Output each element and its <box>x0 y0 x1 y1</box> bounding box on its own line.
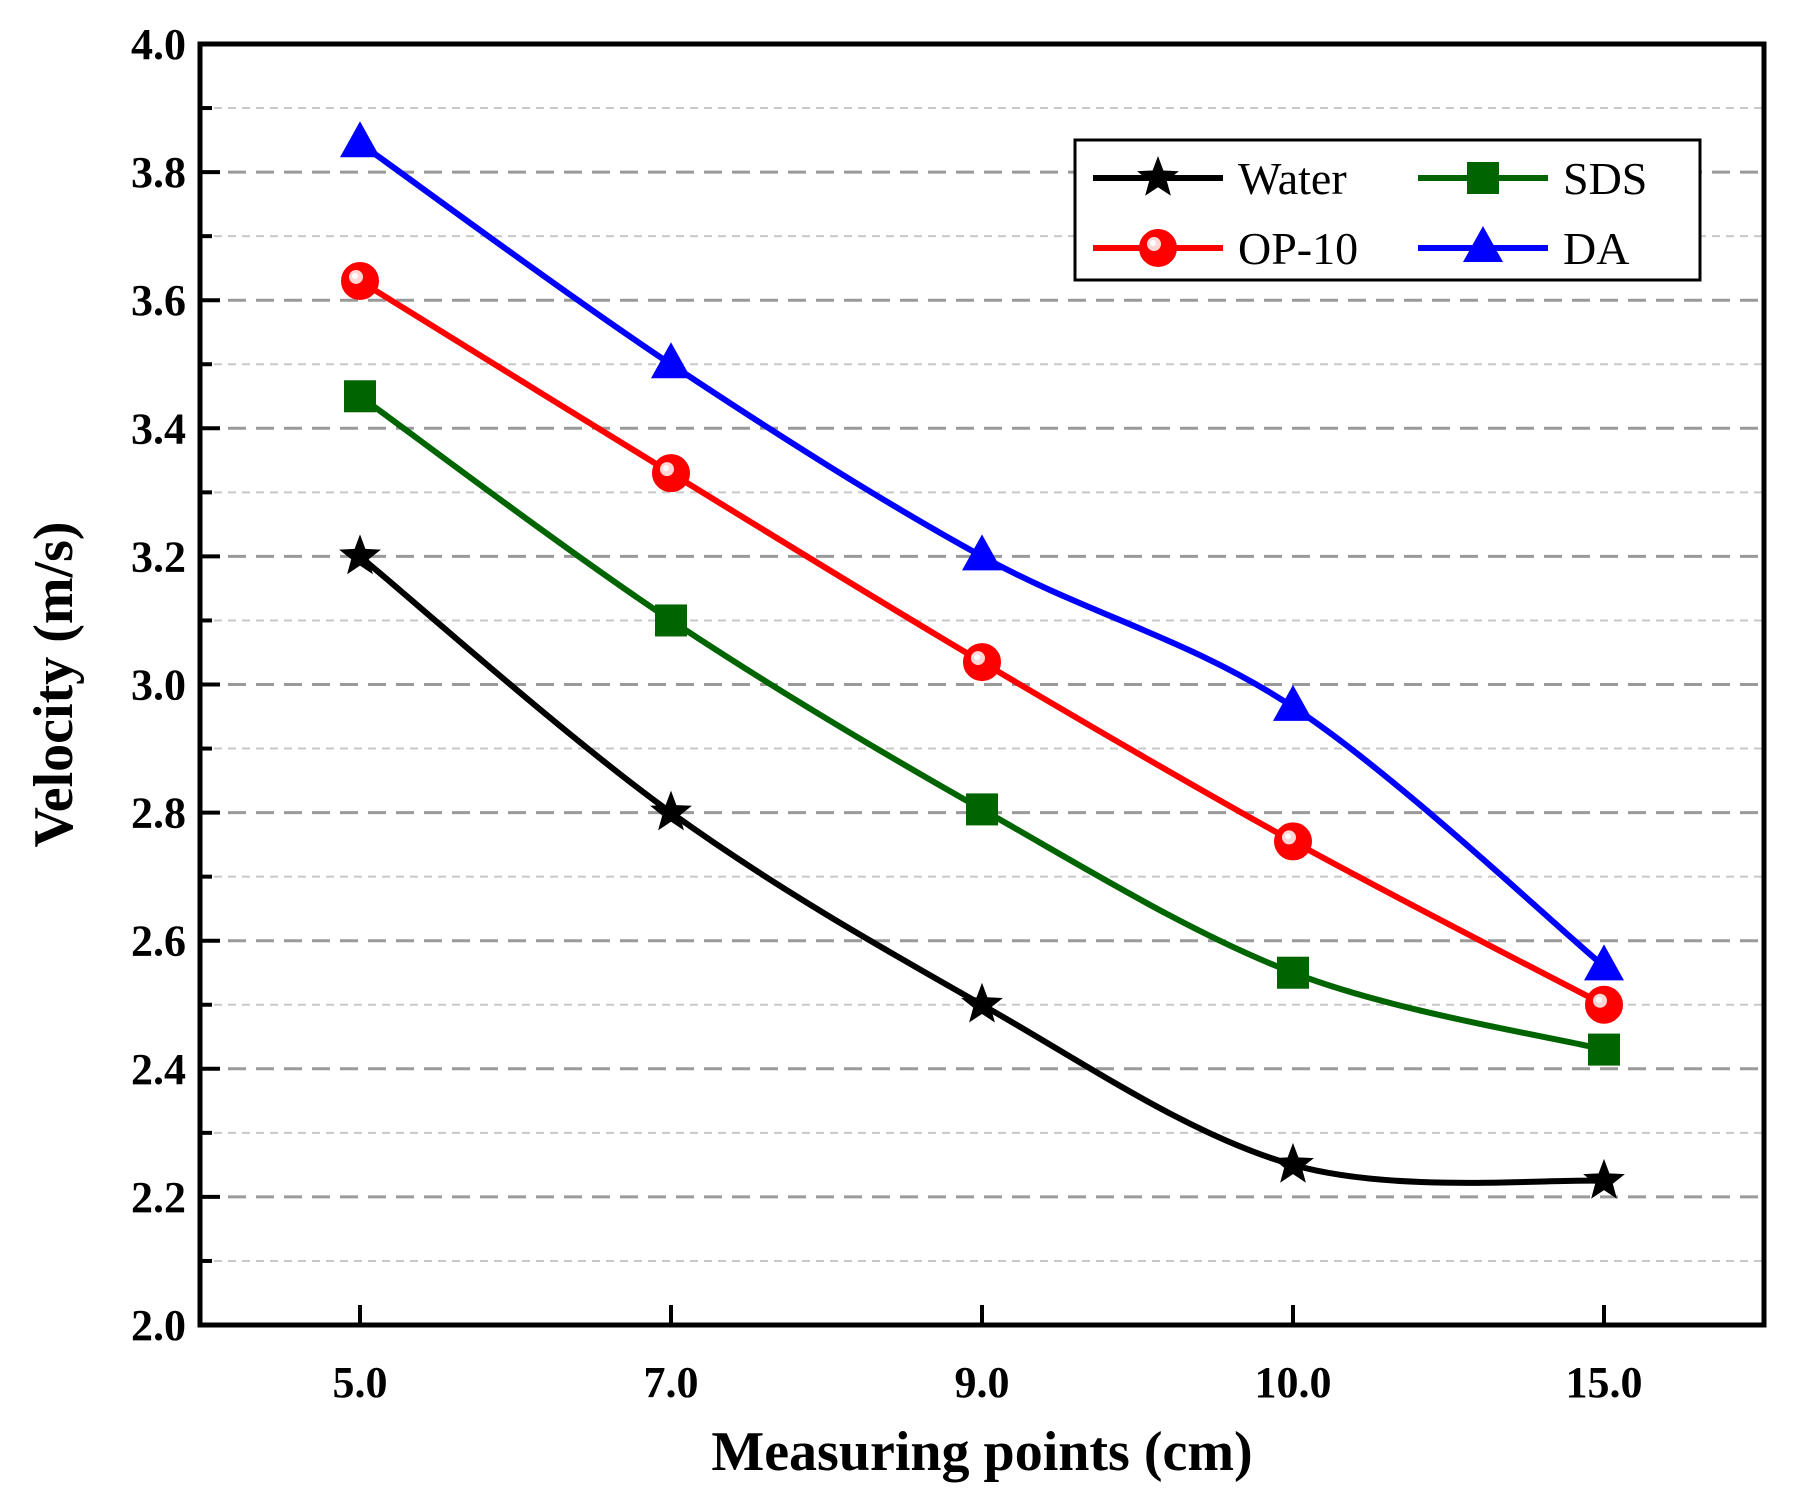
y-tick-label: 4.0 <box>131 20 186 69</box>
y-tick-label: 2.0 <box>131 1301 186 1350</box>
x-tick-label: 10.0 <box>1255 1358 1332 1407</box>
series-layer <box>339 121 1625 1199</box>
y-tick-label: 2.4 <box>131 1045 186 1094</box>
data-point-water <box>1272 1142 1314 1183</box>
data-point-da <box>340 121 380 158</box>
series-sds <box>344 380 1620 1066</box>
legend-marker-op-10 <box>1139 229 1177 267</box>
series-line-sds <box>358 393 1605 1053</box>
legend-label-water: Water <box>1238 153 1347 204</box>
x-tick-label: 9.0 <box>955 1358 1010 1407</box>
legend-label-da: DA <box>1563 223 1629 274</box>
x-tick-label: 5.0 <box>333 1358 388 1407</box>
data-point-da <box>962 534 1002 571</box>
y-axis-title: Velocity (m/s) <box>23 521 85 847</box>
legend-item-sds: SDS <box>1418 153 1647 204</box>
legend-box <box>1073 138 1702 282</box>
data-point-sds <box>966 793 998 826</box>
data-point-op-10 <box>652 454 690 493</box>
legend: Water SDS OP-10 DA <box>1073 138 1702 282</box>
legend-marker-sds <box>1467 162 1499 194</box>
axes: 2.0 2.2 2.4 2.6 2.8 3.0 3.2 3.4 3.6 3.8 4.0 5.0 7.0 9… <box>131 20 1643 1407</box>
data-point-op-10 <box>1274 822 1312 861</box>
legend-marker-water <box>1137 156 1179 196</box>
series-water <box>339 534 1625 1199</box>
data-point-sds <box>344 380 376 413</box>
y-tick-label: 2.8 <box>131 789 186 838</box>
data-point-water <box>339 534 381 575</box>
data-point-sds <box>1588 1033 1620 1066</box>
data-point-da <box>1584 944 1624 981</box>
y-tick-label: 2.6 <box>131 917 186 966</box>
legend-marker-da <box>1463 226 1503 262</box>
data-point-da <box>1273 684 1313 721</box>
data-point-da <box>651 342 691 379</box>
y-tick-label: 3.0 <box>131 661 186 710</box>
y-tick-label: 3.6 <box>131 276 186 325</box>
legend-label-op-10: OP-10 <box>1238 223 1358 274</box>
y-tick-label: 2.2 <box>131 1173 186 1222</box>
legend-label-sds: SDS <box>1563 153 1647 204</box>
series-op-10 <box>341 261 1623 1024</box>
data-point-sds <box>1277 956 1309 989</box>
data-point-op-10 <box>341 261 379 300</box>
x-axis-title: Measuring points (cm) <box>711 1421 1252 1483</box>
data-point-sds <box>655 604 687 637</box>
series-line-op-10 <box>358 278 1606 1008</box>
data-point-water <box>961 982 1003 1023</box>
x-tick-label: 15.0 <box>1566 1358 1643 1407</box>
legend-item-da: DA <box>1418 223 1629 274</box>
y-tick-label: 3.2 <box>131 532 186 581</box>
legend-item-op-10: OP-10 <box>1093 223 1358 274</box>
data-point-water <box>650 790 692 831</box>
y-tick-label: 3.4 <box>131 404 186 453</box>
y-tick-label: 3.8 <box>131 148 186 197</box>
data-point-water <box>1583 1158 1625 1199</box>
legend-item-water: Water <box>1093 153 1347 204</box>
data-point-op-10 <box>963 643 1001 682</box>
series-line-water <box>358 554 1605 1186</box>
data-point-op-10 <box>1585 985 1623 1024</box>
series-da <box>340 121 1624 981</box>
x-tick-label: 7.0 <box>644 1358 699 1407</box>
